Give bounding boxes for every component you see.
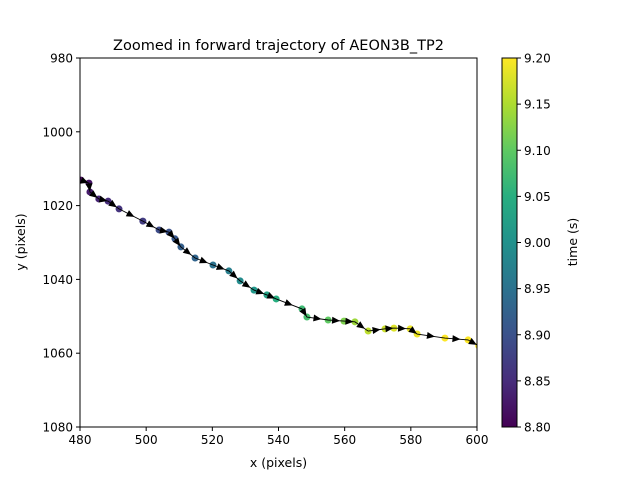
direction-arrow xyxy=(241,280,251,288)
colorbar-tick-label: 8.90 xyxy=(524,328,551,342)
y-tick-label: 1060 xyxy=(42,347,73,361)
direction-arrow xyxy=(426,332,435,339)
colorbar-tick-label: 8.85 xyxy=(524,374,551,388)
colorbar-tick-label: 9.05 xyxy=(524,190,551,204)
y-axis-label: y (pixels) xyxy=(13,213,28,270)
direction-arrow xyxy=(108,199,117,208)
colorbar-tick-label: 9.15 xyxy=(524,98,551,112)
x-tick-label: 580 xyxy=(399,433,422,447)
colorbar xyxy=(501,57,518,428)
x-tick-label: 540 xyxy=(267,433,290,447)
direction-arrow xyxy=(284,299,293,306)
x-tick-label: 480 xyxy=(69,433,92,447)
direction-arrow xyxy=(85,183,93,192)
direction-arrow xyxy=(125,210,135,217)
direction-arrow xyxy=(397,324,407,332)
y-tick-label: 1000 xyxy=(42,125,73,139)
plot-frame xyxy=(79,57,478,428)
colorbar-tick-label: 8.80 xyxy=(524,421,551,435)
colorbar-tick-label: 9.00 xyxy=(524,236,551,250)
x-axis-label: x (pixels) xyxy=(250,455,307,470)
x-tick-label: 500 xyxy=(135,433,158,447)
direction-arrow xyxy=(255,287,265,295)
colorbar-tick-label: 9.20 xyxy=(524,52,551,66)
direction-arrow xyxy=(452,335,461,343)
colorbar-tick-label: 9.10 xyxy=(524,144,551,158)
direction-arrow xyxy=(182,247,192,255)
direction-arrow xyxy=(313,314,322,322)
direction-arrow xyxy=(80,176,89,184)
colorbar-label: time (s) xyxy=(565,218,580,266)
y-tick-label: 1020 xyxy=(42,199,73,213)
y-tick-label: 1040 xyxy=(42,273,73,287)
direction-arrow xyxy=(172,237,181,247)
direction-arrow xyxy=(385,325,394,333)
x-tick-label: 560 xyxy=(333,433,356,447)
y-tick-label: 980 xyxy=(50,52,73,66)
x-tick-label: 600 xyxy=(466,433,489,447)
direction-arrow xyxy=(199,256,208,264)
x-tick-label: 520 xyxy=(201,433,224,447)
direction-arrow xyxy=(145,220,155,228)
direction-arrow xyxy=(166,230,175,239)
colorbar-tick-label: 8.95 xyxy=(524,282,551,296)
direction-arrow xyxy=(468,337,477,345)
direction-arrow xyxy=(356,321,365,329)
direction-arrow xyxy=(331,316,341,324)
direction-arrow xyxy=(372,327,381,334)
direction-arrow xyxy=(408,326,417,334)
y-tick-label: 1080 xyxy=(42,421,73,435)
direction-arrow xyxy=(345,317,354,325)
trajectory-point xyxy=(475,342,477,349)
direction-arrow xyxy=(215,263,225,270)
direction-arrow xyxy=(266,292,276,299)
direction-arrow xyxy=(299,307,307,317)
direction-arrow xyxy=(229,270,238,279)
direction-arrow xyxy=(98,195,108,203)
chart-title: Zoomed in forward trajectory of AEON3B_T… xyxy=(113,38,444,54)
direction-arrow xyxy=(89,190,98,198)
trajectory-line xyxy=(80,179,477,346)
direction-arrow xyxy=(159,226,168,234)
